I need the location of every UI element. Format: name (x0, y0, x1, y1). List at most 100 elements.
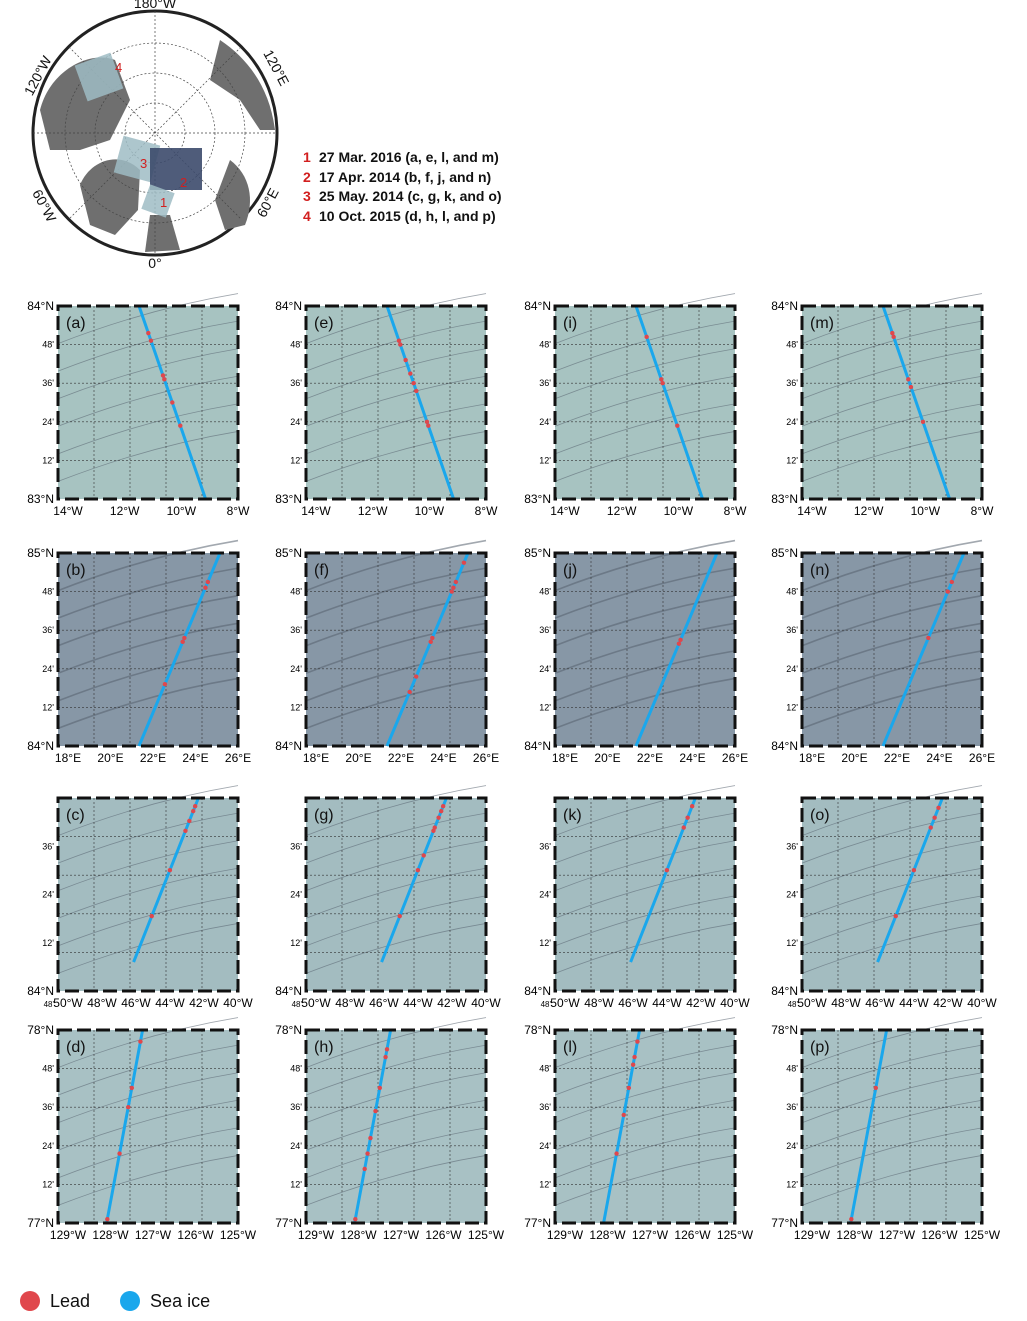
ice-crack-line (801, 1072, 983, 1124)
panel-label: (k) (563, 807, 582, 824)
lead-point (138, 1039, 143, 1044)
lat-tick-label: 36' (290, 1102, 302, 1112)
lon-tick-label: 24°E (182, 751, 208, 765)
ice-crack-line (305, 1017, 487, 1068)
lead-point (365, 1151, 370, 1156)
ice-crack-line (801, 567, 983, 619)
lon-tick-label: 128°W (589, 1228, 626, 1242)
lat-tick-label: 48' (541, 1000, 552, 1009)
lat-label-top: 78°N (771, 1023, 798, 1037)
lat-tick-label: 36' (290, 841, 302, 851)
lead-point (421, 853, 426, 858)
ice-crack-line (554, 403, 736, 455)
sea-ice-track (380, 797, 448, 963)
lead-point (635, 1039, 640, 1044)
panel-svg: (e) 84°N 83°N 48' 36' 24' 12' 14°W 12°W 10°W 8°W (275, 293, 498, 518)
lead-point (149, 913, 154, 919)
lon-label-0: 0° (148, 255, 161, 270)
lead-point (426, 423, 431, 428)
lat-label-top: 85°N (771, 546, 798, 560)
lon-tick-label: 48°W (831, 996, 861, 1010)
sea-ice-track (132, 797, 200, 963)
panel-image (802, 553, 982, 746)
lon-tick-label: 126°W (177, 1228, 214, 1242)
lead-point (424, 419, 430, 424)
lead-point (644, 334, 649, 340)
date-number: 1 (303, 149, 311, 165)
lead-point (660, 381, 665, 386)
lat-label-bottom: 84°N (771, 984, 798, 998)
panel-label: (f) (314, 562, 329, 579)
lon-tick-label: 40°W (967, 996, 997, 1010)
lead-point (407, 689, 412, 695)
panel-image (802, 798, 982, 991)
ice-crack-line (57, 1017, 239, 1068)
panel-label: (o) (810, 807, 830, 824)
lead-point (932, 815, 937, 820)
legend: Lead Sea ice (20, 1288, 240, 1314)
panel-svg: (f) 85°N 84°N 48' 36' 24' 12' 18°E 20°E 22°E 24°E 2… (275, 539, 499, 765)
panel-image (58, 798, 238, 991)
lon-tick-label: 46°W (369, 996, 399, 1010)
ice-crack-line (305, 1155, 487, 1206)
lon-tick-label: 22°E (637, 751, 663, 765)
panel-svg: (c) 84°N 36' 24' 12' 48' 50°W 48°W 46°W 44°W 42°W 4… (27, 785, 253, 1010)
legend-item-sea-ice: Sea ice (120, 1291, 210, 1312)
panel-svg: (n) 85°N 84°N 48' 36' 24' 12' 18°E 20°E 22°E 24°E 2… (771, 539, 995, 765)
lat-label-bottom: 84°N (27, 984, 54, 998)
map-panel: (l) 78°N 77°N 48' 36' 24' 12' 129°W 128°W 127°W 12… (524, 1017, 805, 1258)
lat-tick-label: 12' (290, 1179, 302, 1189)
panel-frame (553, 304, 737, 501)
ice-crack-line (554, 622, 736, 675)
lead-point (205, 579, 211, 585)
panel-svg: (k) 84°N 36' 24' 12' 48' 50°W 48°W 46°W 44°W 42°W 4… (524, 785, 750, 1010)
lead-point (148, 338, 154, 343)
lead-point (182, 635, 187, 641)
lat-tick-label: 48' (290, 587, 302, 597)
lon-tick-label: 24°E (430, 751, 456, 765)
lat-label-top: 78°N (524, 1023, 551, 1037)
panel-image (555, 798, 735, 991)
map-panel: (e) 84°N 83°N 48' 36' 24' 12' 14°W 12°W 10°W 8°W (275, 293, 556, 534)
lat-tick-label: 24' (539, 1141, 551, 1151)
ice-crack-line (554, 594, 736, 647)
ice-crack-line (801, 677, 983, 730)
lat-label-top: 85°N (27, 546, 54, 560)
panel-frame (800, 796, 984, 993)
site-marker-4: 4 (115, 60, 122, 75)
sea-ice-track (385, 552, 470, 747)
panel-label: (l) (563, 1039, 577, 1056)
lat-tick-label: 24' (786, 890, 798, 900)
lat-tick-label: 48' (786, 587, 798, 597)
ice-crack-line (801, 348, 983, 400)
date-item: 1 27 Mar. 2016 (a, e, l, and m) (303, 148, 502, 168)
ice-crack-line (801, 1127, 983, 1179)
lead-point (428, 639, 433, 644)
panel-label: (m) (810, 315, 834, 332)
lead-point (621, 1112, 626, 1118)
lat-label-top: 78°N (275, 1023, 302, 1037)
lat-label-top: 85°N (524, 546, 551, 560)
lead-point (368, 1135, 373, 1141)
lat-tick-label: 12' (42, 702, 54, 712)
lat-tick-label: 36' (290, 625, 302, 635)
lat-tick-label: 36' (539, 841, 551, 851)
lon-tick-label: 126°W (921, 1228, 958, 1242)
lat-tick-label: 48' (292, 1000, 303, 1009)
lat-tick-label: 36' (42, 1102, 54, 1112)
lead-point (614, 1151, 619, 1156)
lat-label-bottom: 83°N (771, 492, 798, 506)
panel-label: (c) (66, 807, 85, 824)
ice-crack-line (305, 677, 487, 730)
lon-tick-label: 42°W (437, 996, 467, 1010)
panel-frame (800, 551, 984, 748)
lat-tick-label: 12' (539, 455, 551, 465)
lon-tick-label: 10°W (167, 504, 197, 518)
map-panel: (n) 85°N 84°N 48' 36' 24' 12' 18°E 20°E 22°E 24°E 2… (771, 539, 1027, 781)
lon-tick-label: 128°W (836, 1228, 873, 1242)
ice-crack-line (57, 1155, 239, 1206)
sea-ice-track (137, 552, 222, 747)
map-panel: (g) 84°N 36' 24' 12' 48' 50°W 48°W 46°W 44°W 42°W 4… (275, 785, 556, 1026)
lead-point (191, 808, 196, 814)
ice-crack-line (305, 895, 487, 947)
